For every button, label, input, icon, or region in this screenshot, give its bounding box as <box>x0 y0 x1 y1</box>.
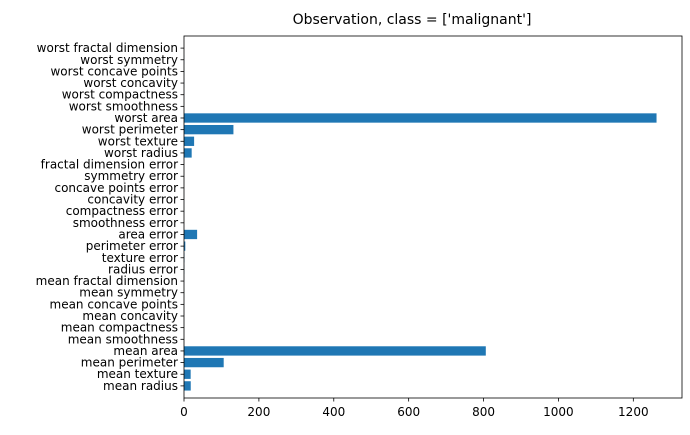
y-tick-label: mean smoothness <box>68 332 178 346</box>
bar <box>184 357 224 368</box>
bar <box>184 124 234 135</box>
y-tick-label: mean compactness <box>61 321 178 335</box>
y-tick-label: mean concavity <box>82 309 178 323</box>
y-tick-label: mean texture <box>97 367 178 381</box>
y-tick-label: worst area <box>114 111 178 125</box>
y-tick-label: mean fractal dimension <box>36 274 178 288</box>
y-tick-label: mean symmetry <box>79 286 178 300</box>
y-tick-label: fractal dimension error <box>41 158 178 172</box>
bar <box>184 229 198 240</box>
y-tick-label: worst texture <box>98 134 178 148</box>
bar <box>184 381 191 391</box>
x-tick-label: 600 <box>397 405 420 419</box>
y-tick-label: worst smoothness <box>69 99 178 113</box>
y-tick-label: worst concavity <box>83 76 178 90</box>
y-tick-label: perimeter error <box>86 239 178 253</box>
bar <box>184 241 186 251</box>
y-tick-label: mean perimeter <box>81 356 178 370</box>
x-tick-label: 1200 <box>618 405 649 419</box>
y-tick-label: worst symmetry <box>80 53 178 67</box>
y-tick-label: area error <box>118 227 178 241</box>
y-tick-label: symmetry error <box>84 169 178 183</box>
y-tick-label: worst perimeter <box>82 123 178 137</box>
y-tick-label: concave points error <box>54 181 178 195</box>
bar <box>184 346 486 356</box>
x-tick-label: 0 <box>180 405 188 419</box>
x-tick-label: 800 <box>472 405 495 419</box>
y-tick-label: worst concave points <box>50 64 178 78</box>
y-tick-label: mean area <box>113 344 178 358</box>
bar <box>184 369 191 379</box>
y-tick-label: radius error <box>108 262 178 276</box>
y-tick-label: texture error <box>102 251 178 265</box>
y-tick-label: worst compactness <box>62 88 178 102</box>
x-tick-label: 1000 <box>543 405 574 419</box>
y-tick-label: smoothness error <box>73 216 178 230</box>
y-tick-label: worst fractal dimension <box>37 41 178 55</box>
chart-title: Observation, class = ['malignant'] <box>293 12 532 28</box>
x-tick-label: 200 <box>247 405 270 419</box>
y-tick-label: worst radius <box>104 146 178 160</box>
x-tick-label: 400 <box>322 405 345 419</box>
y-tick-label: compactness error <box>66 204 178 218</box>
axes-frame <box>183 35 683 399</box>
y-tick-label: mean concave points <box>50 297 179 311</box>
y-tick-label: mean radius <box>103 379 178 393</box>
bar <box>184 148 192 158</box>
bar <box>184 113 657 123</box>
y-tick-label: concavity error <box>87 193 178 207</box>
bar <box>184 136 195 146</box>
